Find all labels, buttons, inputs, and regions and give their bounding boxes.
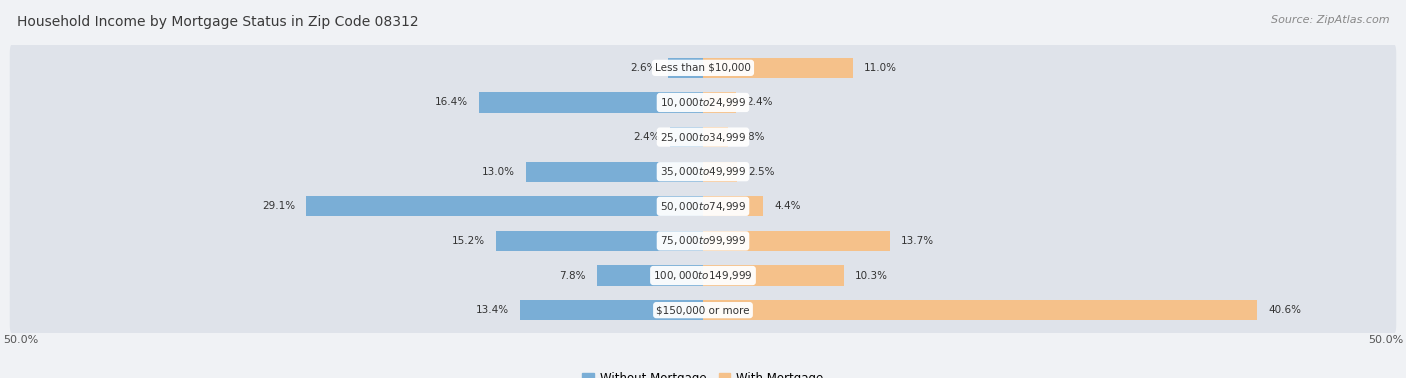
Text: Source: ZipAtlas.com: Source: ZipAtlas.com [1271, 15, 1389, 25]
FancyBboxPatch shape [10, 43, 1396, 93]
Text: $100,000 to $149,999: $100,000 to $149,999 [654, 269, 752, 282]
Text: Household Income by Mortgage Status in Zip Code 08312: Household Income by Mortgage Status in Z… [17, 15, 419, 29]
Text: 10.3%: 10.3% [855, 271, 887, 280]
Text: 4.4%: 4.4% [773, 201, 800, 211]
Text: 11.0%: 11.0% [865, 63, 897, 73]
Text: 16.4%: 16.4% [434, 98, 468, 107]
Bar [479, 93, 703, 113]
Bar [703, 231, 890, 251]
Text: 7.8%: 7.8% [560, 271, 586, 280]
Text: Less than $10,000: Less than $10,000 [655, 63, 751, 73]
Text: $50,000 to $74,999: $50,000 to $74,999 [659, 200, 747, 213]
FancyBboxPatch shape [10, 251, 1396, 301]
Bar [703, 162, 737, 182]
FancyBboxPatch shape [10, 147, 1396, 197]
Text: 15.2%: 15.2% [451, 236, 485, 246]
Bar [703, 265, 844, 285]
Text: 2.4%: 2.4% [747, 98, 773, 107]
Text: 13.4%: 13.4% [477, 305, 509, 315]
Bar [526, 162, 703, 182]
Text: $35,000 to $49,999: $35,000 to $49,999 [659, 165, 747, 178]
Text: $150,000 or more: $150,000 or more [657, 305, 749, 315]
Bar [703, 58, 853, 78]
Bar [596, 265, 703, 285]
Text: 40.6%: 40.6% [1268, 305, 1301, 315]
Bar [520, 300, 703, 320]
Bar [495, 231, 703, 251]
Text: 2.5%: 2.5% [748, 167, 775, 177]
Text: 1.8%: 1.8% [738, 132, 765, 142]
FancyBboxPatch shape [10, 216, 1396, 266]
Text: $10,000 to $24,999: $10,000 to $24,999 [659, 96, 747, 109]
FancyBboxPatch shape [10, 112, 1396, 162]
Text: 29.1%: 29.1% [262, 201, 295, 211]
Text: $25,000 to $34,999: $25,000 to $34,999 [659, 130, 747, 144]
Bar [307, 196, 703, 216]
Text: 13.0%: 13.0% [482, 167, 515, 177]
FancyBboxPatch shape [10, 77, 1396, 127]
Legend: Without Mortgage, With Mortgage: Without Mortgage, With Mortgage [578, 367, 828, 378]
Bar [703, 196, 763, 216]
Text: 2.4%: 2.4% [633, 132, 659, 142]
Bar [671, 127, 703, 147]
Bar [668, 58, 703, 78]
Bar [703, 93, 735, 113]
Bar [703, 127, 727, 147]
Bar [703, 300, 1257, 320]
Text: 2.6%: 2.6% [630, 63, 657, 73]
Text: 13.7%: 13.7% [901, 236, 934, 246]
Text: $75,000 to $99,999: $75,000 to $99,999 [659, 234, 747, 248]
FancyBboxPatch shape [10, 285, 1396, 335]
FancyBboxPatch shape [10, 181, 1396, 231]
